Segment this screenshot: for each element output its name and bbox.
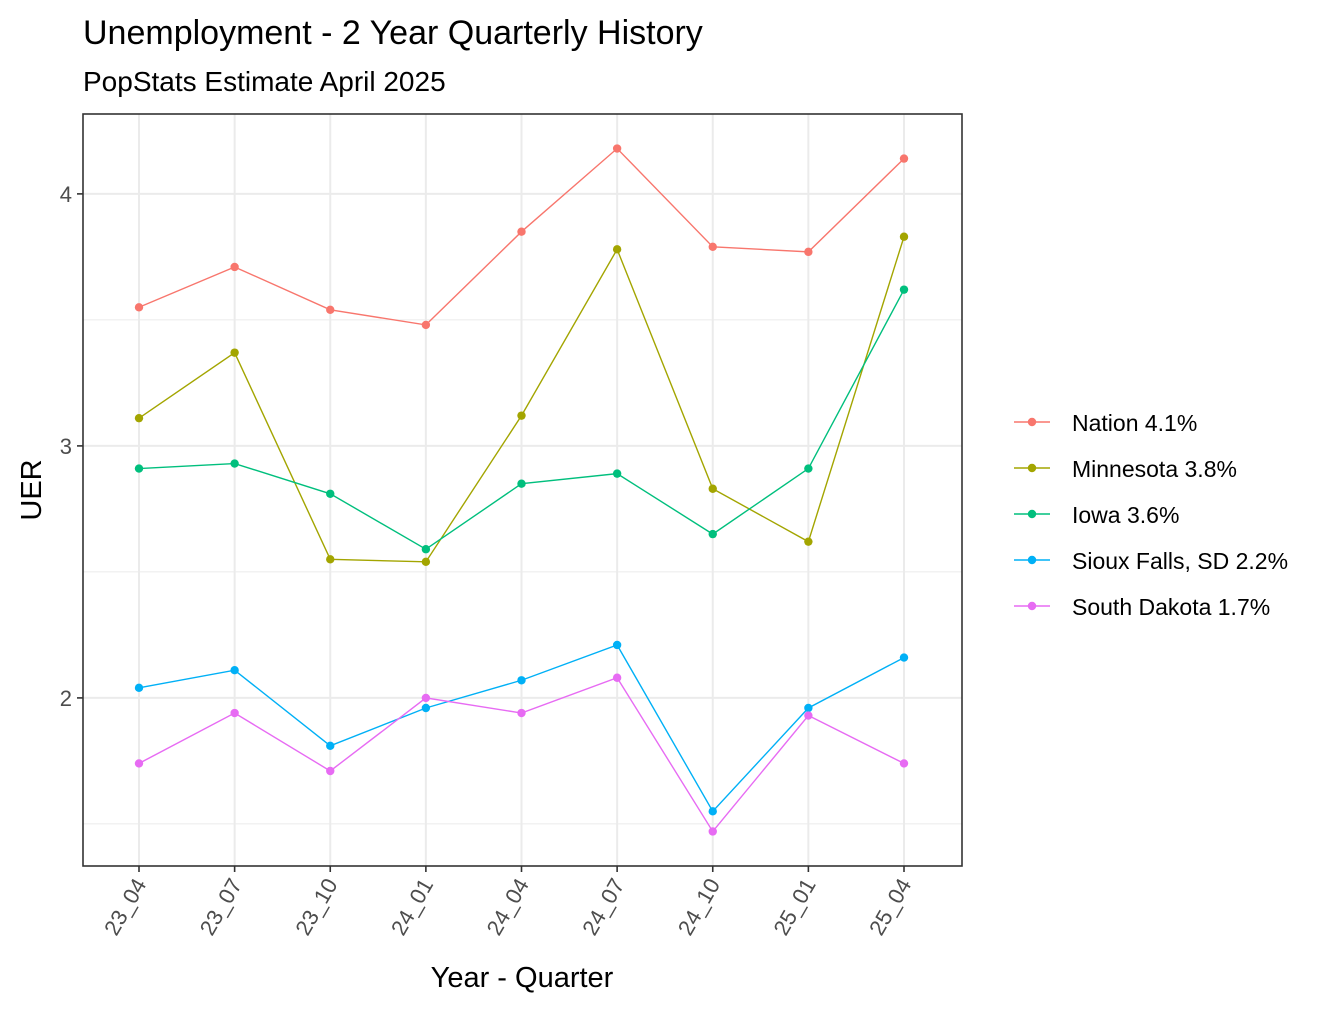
data-point	[421, 557, 431, 567]
data-point	[708, 242, 717, 252]
x-tick-label: 24_10	[673, 874, 725, 939]
data-point	[612, 673, 622, 682]
legend-key-point	[1027, 463, 1037, 473]
data-point	[134, 303, 144, 312]
plot-panel: 2 3 4 23_04 23_07 23_10 24_01 24_04 24_07 24_10 25…	[60, 113, 963, 939]
legend: Nation 4.1% Minnesota 3.8% Iowa 3.6% Sioux …	[1014, 410, 1288, 620]
data-point	[230, 665, 239, 675]
x-tick-label: 25_04	[864, 874, 916, 939]
data-point	[708, 807, 717, 816]
x-tick-label: 23_04	[99, 874, 151, 939]
data-point	[517, 227, 526, 236]
chart-subtitle: PopStats Estimate April 2025	[83, 66, 446, 97]
data-point	[421, 703, 431, 713]
data-point	[612, 144, 622, 153]
legend-label: Nation 4.1%	[1072, 410, 1197, 436]
data-point	[804, 464, 813, 473]
data-point	[421, 545, 431, 554]
y-axis-label: UER	[16, 459, 48, 520]
data-point	[230, 348, 239, 357]
data-point	[517, 676, 526, 685]
data-point	[421, 320, 431, 330]
x-axis-label: Year - Quarter	[431, 962, 614, 994]
legend-label: Sioux Falls, SD 2.2%	[1072, 548, 1288, 574]
data-point	[899, 653, 909, 662]
legend-label: South Dakota 1.7%	[1072, 594, 1270, 620]
data-point	[708, 484, 717, 493]
data-point	[804, 711, 813, 720]
data-point	[517, 411, 526, 420]
data-point	[230, 708, 239, 718]
data-point	[134, 464, 144, 473]
data-point	[326, 741, 335, 750]
data-point	[804, 247, 813, 257]
data-point	[612, 469, 622, 478]
data-point	[230, 459, 239, 468]
data-point	[804, 537, 813, 546]
data-point	[612, 245, 622, 254]
data-point	[326, 555, 335, 564]
data-point	[708, 827, 717, 836]
legend-key-point	[1027, 555, 1037, 565]
y-tick-label: 3	[60, 434, 72, 459]
x-tick-label: 25_01	[768, 874, 820, 939]
x-tick-label: 23_10	[290, 874, 342, 939]
x-tick-label: 24_07	[577, 874, 629, 939]
y-tick-label: 4	[60, 182, 72, 207]
legend-key-point	[1027, 417, 1037, 427]
data-point	[708, 529, 717, 539]
data-point	[899, 232, 909, 241]
data-point	[326, 489, 335, 498]
data-point	[134, 759, 144, 768]
panel-border	[82, 113, 963, 867]
data-point	[612, 640, 622, 650]
data-point	[134, 413, 144, 423]
x-tick-label: 23_07	[195, 874, 247, 939]
y-tick-label: 2	[60, 686, 72, 711]
data-point	[326, 305, 335, 315]
data-point	[326, 766, 335, 776]
data-point	[517, 479, 526, 488]
data-point	[421, 693, 431, 703]
data-point	[517, 708, 526, 718]
legend-label: Iowa 3.6%	[1072, 502, 1179, 528]
data-point	[230, 262, 239, 272]
x-tick-label: 24_04	[482, 874, 534, 939]
data-point	[899, 285, 909, 294]
legend-label: Minnesota 3.8%	[1072, 456, 1237, 482]
data-point	[899, 154, 909, 163]
data-point	[804, 703, 813, 713]
legend-key-point	[1027, 601, 1037, 611]
legend-key-point	[1027, 509, 1037, 519]
data-point	[134, 683, 144, 693]
data-point	[899, 759, 909, 768]
x-tick-label: 24_01	[386, 874, 438, 939]
chart-title: Unemployment - 2 Year Quarterly History	[83, 14, 703, 52]
